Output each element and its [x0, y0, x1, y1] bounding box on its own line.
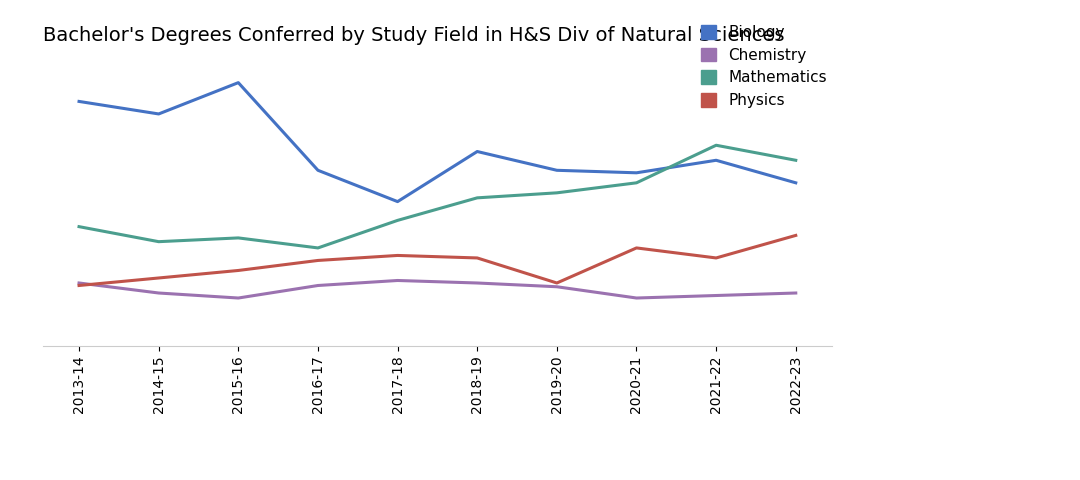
Biology: [72, 98, 85, 104]
Mathematics: [391, 217, 404, 223]
Mathematics: [232, 235, 245, 241]
Physics: [391, 252, 404, 258]
Chemistry: [710, 293, 723, 299]
Legend: Biology, Chemistry, Mathematics, Physics: Biology, Chemistry, Mathematics, Physics: [693, 17, 835, 116]
Physics: [710, 255, 723, 261]
Mathematics: [311, 245, 324, 251]
Chemistry: [311, 283, 324, 288]
Biology: [551, 168, 564, 173]
Physics: [551, 280, 564, 286]
Physics: [152, 275, 165, 281]
Line: Chemistry: Chemistry: [79, 280, 796, 298]
Physics: [471, 255, 484, 261]
Physics: [232, 267, 245, 273]
Biology: [152, 111, 165, 117]
Biology: [311, 168, 324, 173]
Mathematics: [710, 143, 723, 148]
Physics: [630, 245, 643, 251]
Chemistry: [72, 280, 85, 286]
Chemistry: [391, 277, 404, 283]
Chemistry: [152, 290, 165, 296]
Biology: [630, 170, 643, 176]
Line: Biology: Biology: [79, 83, 796, 202]
Biology: [789, 180, 802, 186]
Biology: [710, 157, 723, 163]
Mathematics: [152, 239, 165, 244]
Chemistry: [232, 295, 245, 301]
Chemistry: [630, 295, 643, 301]
Text: Bachelor's Degrees Conferred by Study Field in H&S Div of Natural Sciences: Bachelor's Degrees Conferred by Study Fi…: [43, 26, 785, 45]
Physics: [789, 232, 802, 238]
Physics: [72, 283, 85, 288]
Biology: [471, 149, 484, 155]
Biology: [391, 199, 404, 204]
Mathematics: [551, 190, 564, 196]
Mathematics: [471, 195, 484, 201]
Chemistry: [789, 290, 802, 296]
Mathematics: [789, 157, 802, 163]
Mathematics: [72, 224, 85, 229]
Line: Mathematics: Mathematics: [79, 145, 796, 248]
Physics: [311, 258, 324, 264]
Biology: [232, 80, 245, 85]
Chemistry: [471, 280, 484, 286]
Line: Physics: Physics: [79, 235, 796, 286]
Chemistry: [551, 284, 564, 289]
Mathematics: [630, 180, 643, 186]
